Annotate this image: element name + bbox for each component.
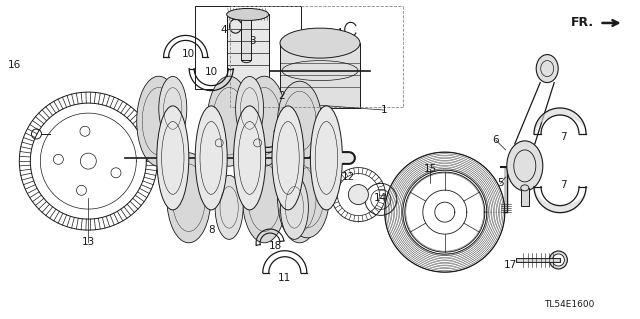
Ellipse shape [280, 28, 360, 58]
Ellipse shape [159, 77, 187, 140]
Circle shape [552, 254, 564, 266]
Ellipse shape [280, 175, 308, 239]
Text: 16: 16 [8, 60, 20, 70]
Ellipse shape [215, 175, 243, 239]
Bar [227, 14, 269, 85]
Ellipse shape [167, 153, 211, 243]
Ellipse shape [234, 106, 266, 210]
Text: 4: 4 [221, 25, 227, 35]
Ellipse shape [285, 158, 329, 238]
Ellipse shape [241, 13, 252, 19]
Ellipse shape [278, 153, 321, 243]
Text: FR.: FR. [570, 17, 593, 29]
Text: 11: 11 [278, 272, 291, 283]
Ellipse shape [507, 141, 543, 191]
Text: 9: 9 [272, 129, 278, 139]
Text: 17: 17 [504, 260, 517, 270]
Text: 18: 18 [269, 241, 282, 251]
Text: 7: 7 [560, 132, 566, 142]
Bar [280, 43, 360, 108]
Text: 1: 1 [381, 105, 387, 115]
Ellipse shape [227, 8, 269, 20]
Ellipse shape [207, 76, 251, 166]
Ellipse shape [137, 76, 180, 166]
Text: 13: 13 [82, 237, 95, 248]
Text: 6: 6 [493, 135, 499, 145]
Text: 14: 14 [374, 193, 387, 203]
Text: 15: 15 [424, 164, 436, 174]
Text: TL54E1600: TL54E1600 [545, 300, 595, 309]
Text: 10: 10 [205, 67, 218, 77]
Text: 10: 10 [182, 49, 195, 59]
Ellipse shape [536, 55, 558, 83]
Bar [195, 6, 301, 89]
Ellipse shape [243, 76, 286, 166]
Ellipse shape [549, 251, 568, 269]
Text: 2: 2 [278, 91, 285, 101]
Text: 7: 7 [560, 180, 566, 190]
Ellipse shape [243, 153, 286, 243]
Ellipse shape [521, 185, 529, 191]
Text: 8: 8 [208, 225, 214, 235]
Circle shape [371, 189, 391, 209]
Text: 3: 3 [250, 36, 256, 47]
Ellipse shape [272, 106, 304, 210]
Circle shape [348, 185, 369, 204]
Ellipse shape [236, 77, 264, 140]
Ellipse shape [157, 106, 189, 210]
Ellipse shape [195, 106, 227, 210]
Ellipse shape [278, 81, 321, 161]
Ellipse shape [310, 106, 342, 210]
Text: 12: 12 [342, 172, 355, 182]
Bar [521, 188, 529, 206]
Bar [241, 16, 252, 60]
Text: 4: 4 [336, 28, 342, 39]
Text: 5: 5 [497, 178, 504, 189]
Circle shape [365, 183, 397, 215]
